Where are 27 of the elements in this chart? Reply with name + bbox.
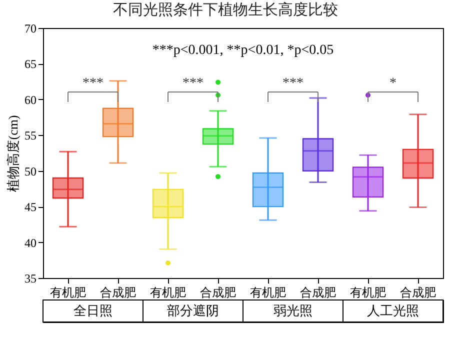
- x-tick-label: 合成肥: [100, 286, 136, 300]
- chart-title: 不同光照条件下植物生长高度比较: [112, 2, 338, 18]
- y-tick-label: 45: [24, 200, 36, 214]
- annotation: ***p<0.001, **p<0.01, *p<0.05: [152, 43, 334, 58]
- x-tick-label: 有机肥: [350, 286, 386, 300]
- text: 部分遮阴: [167, 303, 219, 318]
- annotation: ***: [82, 76, 104, 91]
- annotation: ***: [282, 76, 304, 91]
- y-tick-label: 50: [24, 164, 36, 178]
- x-tick-label: 有机肥: [50, 286, 86, 300]
- y-axis-title: 植物高度(cm): [6, 115, 20, 192]
- x-tick-label: 合成肥: [300, 286, 336, 300]
- annotation: ***: [182, 76, 204, 91]
- y-tick-label: 60: [24, 92, 36, 107]
- annotation: *: [390, 76, 396, 91]
- text: 全日照: [74, 303, 112, 318]
- text: 弱光照: [274, 303, 312, 318]
- x-tick-label: 合成肥: [200, 286, 236, 300]
- y-tick-label: 40: [24, 236, 36, 250]
- y-tick-label: 70: [24, 22, 36, 36]
- y-tick-label: 55: [24, 128, 36, 143]
- x-tick-label: 有机肥: [150, 286, 186, 300]
- x-tick-label: 有机肥: [250, 286, 286, 300]
- text: 人工光照: [367, 303, 419, 318]
- y-tick-label: 35: [24, 272, 36, 286]
- y-tick-label: 65: [24, 57, 36, 72]
- x-tick-label: 合成肥: [400, 286, 436, 300]
